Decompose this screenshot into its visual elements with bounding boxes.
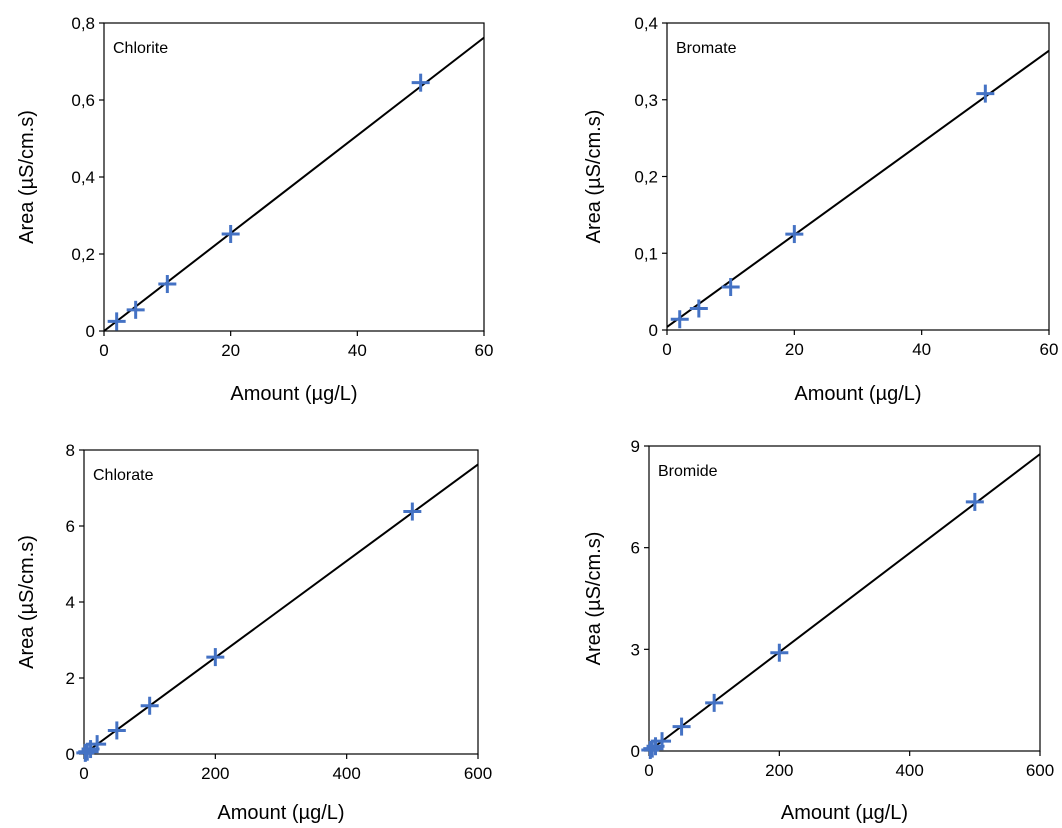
bromate-y-tick-label: 0 <box>649 321 658 340</box>
bromate-chart: 0 20 40 60 0 0,1 0,2 0,3 0,4 Bromate Amount (µg/… <box>583 14 1058 405</box>
bromate-y-tick-label: 0,3 <box>634 91 658 110</box>
bromide-y-axis-title: Area (µS/cm.s) <box>583 532 605 666</box>
chlorate-y-tick-label: 6 <box>66 517 75 536</box>
bromide-x-tick-label: 200 <box>765 761 793 780</box>
chlorite-data-point <box>107 312 126 331</box>
chlorate-data-point <box>107 721 126 740</box>
chlorite-y-tick-label: 0,8 <box>71 14 95 33</box>
chlorite-y-axis-title: Area (µS/cm.s) <box>16 110 38 244</box>
bromate-y-tick-label: 0,4 <box>634 14 658 33</box>
chlorate-y-tick-label: 8 <box>66 441 75 460</box>
chlorate-data-point <box>140 696 159 715</box>
bromate-panel-label: Bromate <box>676 40 737 57</box>
bromide-data-point <box>672 717 691 736</box>
chlorite-x-tick-label: 0 <box>99 341 108 360</box>
chlorate-chart: 0 200 400 600 0 2 4 6 8 Chlorate Amount (µg/L) A… <box>16 441 492 824</box>
chlorate-x-tick-label: 600 <box>464 764 492 783</box>
chlorite-y-tick-label: 0 <box>86 322 95 341</box>
bromide-plot-frame <box>648 445 1041 752</box>
chlorite-chart: 0 20 40 60 0 0,2 0,4 0,6 0,8 Chlorite Amount (µg… <box>16 14 493 405</box>
bromate-x-tick-label: 0 <box>662 340 671 359</box>
bromate-x-tick-label: 20 <box>785 340 804 359</box>
bromide-chart: 0 200 400 600 0 3 6 9 Bromide Amount (µg/L) Are… <box>583 437 1054 824</box>
chlorite-plot-area: 0 20 40 60 0 0,2 0,4 0,6 0,8 <box>71 14 493 360</box>
chlorate-y-tick-label: 2 <box>66 669 75 688</box>
chlorite-data-point <box>158 275 177 294</box>
bromide-data-point <box>705 693 724 712</box>
chlorite-x-axis-title: Amount (µg/L) <box>230 383 357 405</box>
bromide-plot-area: 0 200 400 600 0 3 6 9 <box>631 437 1055 780</box>
bromate-y-tick-label: 0,1 <box>634 244 658 263</box>
bromide-x-tick-label: 600 <box>1026 761 1054 780</box>
bromide-x-tick-label: 0 <box>644 761 653 780</box>
chlorate-data-point <box>206 648 225 667</box>
bromate-y-axis-title: Area (µS/cm.s) <box>583 110 605 244</box>
chlorate-x-tick-label: 0 <box>79 764 88 783</box>
bromide-y-tick-label: 3 <box>631 640 640 659</box>
bromide-x-tick-label: 400 <box>895 761 923 780</box>
bromate-x-tick-label: 40 <box>912 340 931 359</box>
bromide-y-tick-label: 6 <box>631 539 640 558</box>
bromide-y-tick-label: 0 <box>631 742 640 761</box>
bromate-x-tick-label: 60 <box>1040 340 1059 359</box>
chlorite-x-tick-label: 20 <box>221 341 240 360</box>
chlorite-y-tick-label: 0,2 <box>71 245 95 264</box>
chlorite-data-point <box>221 224 240 243</box>
bromate-data-point <box>689 299 708 318</box>
chlorate-x-tick-label: 400 <box>332 764 360 783</box>
chlorite-y-tick-label: 0,4 <box>71 168 95 187</box>
chlorite-x-tick-label: 60 <box>475 341 494 360</box>
chlorite-data-point <box>126 300 145 319</box>
chlorate-y-tick-label: 4 <box>66 593 75 612</box>
chlorate-x-axis-title: Amount (µg/L) <box>217 802 344 824</box>
chlorate-y-axis-title: Area (µS/cm.s) <box>16 535 38 669</box>
bromide-panel-label: Bromide <box>658 463 718 480</box>
bromide-data-point <box>965 492 984 511</box>
bromide-data-point <box>643 739 662 758</box>
bromate-data-point <box>721 278 740 297</box>
chlorite-y-tick-label: 0,6 <box>71 91 95 110</box>
chlorate-y-tick-label: 0 <box>66 745 75 764</box>
bromate-plot-area: 0 20 40 60 0 0,1 0,2 0,3 0,4 <box>634 14 1058 359</box>
chlorite-x-tick-label: 40 <box>348 341 367 360</box>
bromide-data-point <box>770 643 789 662</box>
bromate-y-tick-label: 0,2 <box>634 168 658 187</box>
chlorate-x-tick-label: 200 <box>201 764 229 783</box>
chlorate-data-point <box>88 735 107 754</box>
bromide-data-point <box>653 732 672 751</box>
chlorate-data-point <box>403 502 422 521</box>
chlorite-panel-label: Chlorite <box>113 40 168 57</box>
bromate-data-point <box>785 225 804 244</box>
bromate-data-point <box>670 310 689 329</box>
chlorate-panel-label: Chlorate <box>93 467 154 484</box>
bromide-x-axis-title: Amount (µg/L) <box>781 802 908 824</box>
bromate-x-axis-title: Amount (µg/L) <box>794 383 921 405</box>
chlorite-data-point <box>411 73 430 92</box>
bromate-data-point <box>976 84 995 103</box>
chlorate-plot-area: 0 200 400 600 0 2 4 6 8 <box>66 441 493 783</box>
bromide-y-tick-label: 9 <box>631 437 640 456</box>
chlorate-data-point <box>78 742 97 761</box>
